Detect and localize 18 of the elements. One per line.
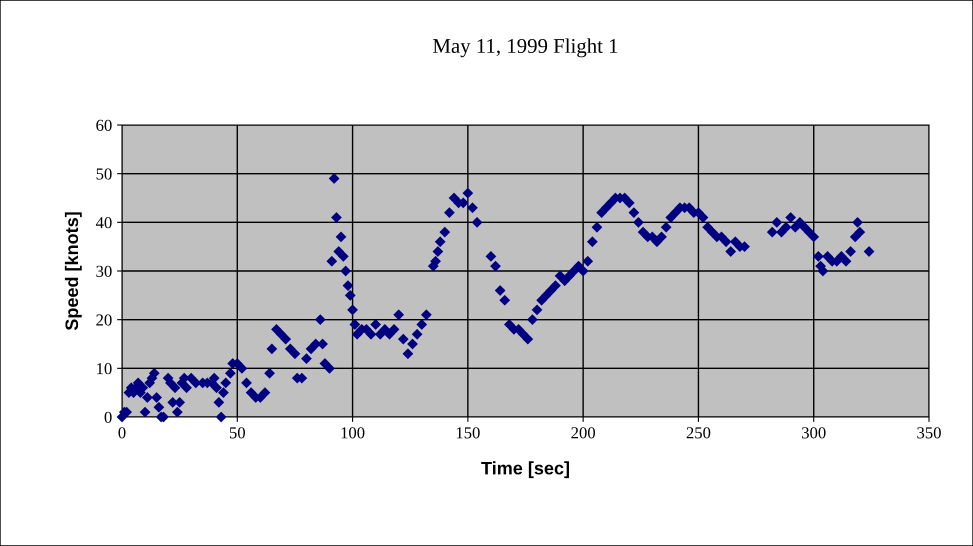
y-tick-label: 20	[96, 314, 112, 326]
chart-title: May 11, 1999 Flight 1	[433, 38, 618, 58]
x-tick-label: 350	[917, 427, 941, 438]
x-axis-title: Time [sec]	[481, 461, 569, 478]
y-tick-label: 0	[104, 412, 112, 423]
y-axis-title: Speed [knots]	[64, 212, 82, 330]
y-tick-label: 30	[96, 266, 112, 277]
y-tick-label: 60	[96, 120, 112, 131]
x-tick-label: 100	[342, 427, 364, 438]
y-tick-label: 50	[96, 168, 112, 180]
x-tick-label: 0	[118, 427, 126, 438]
x-tick-label: 50	[230, 427, 245, 438]
y-tick-label: 40	[96, 217, 112, 228]
x-tick-label: 200	[571, 427, 596, 438]
x-tick-label: 150	[456, 427, 480, 438]
x-tick-label: 250	[686, 427, 710, 438]
x-tick-label: 300	[802, 427, 826, 438]
y-tick-label: 10	[97, 363, 112, 374]
